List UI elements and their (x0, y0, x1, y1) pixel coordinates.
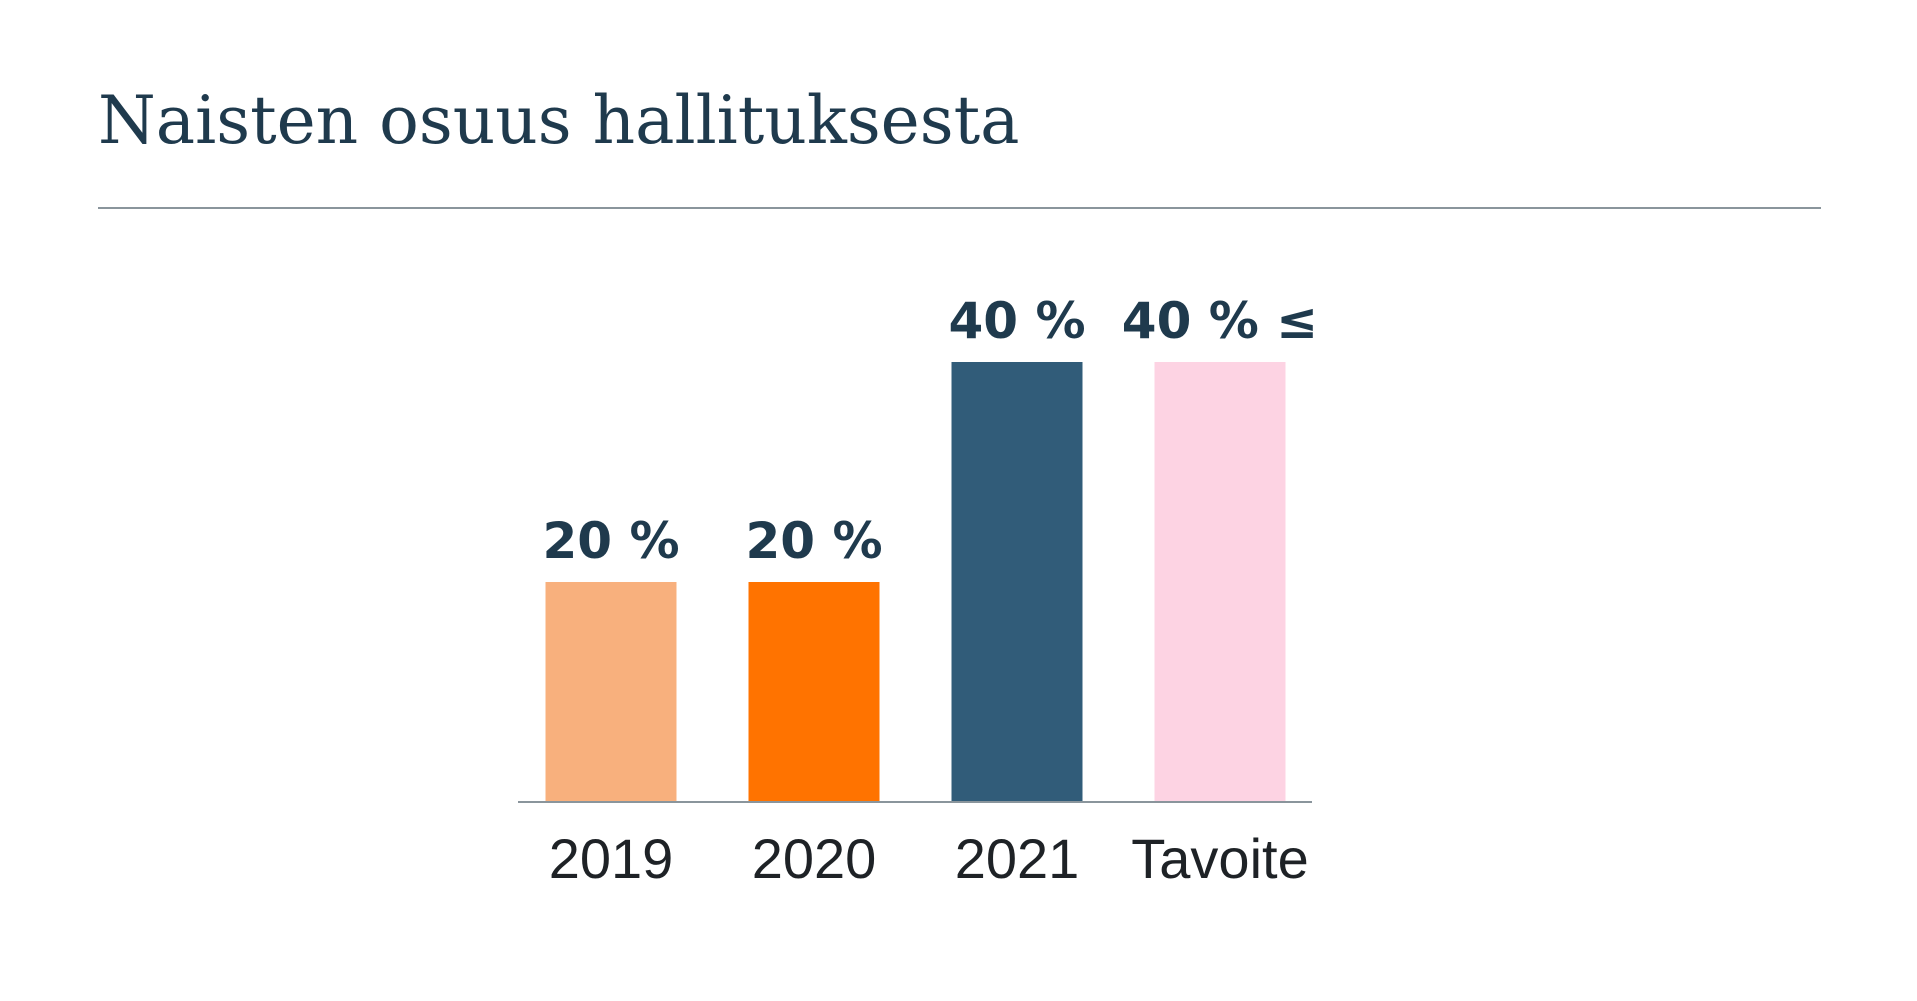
bar-2019 (545, 582, 677, 802)
chart-title: Naisten osuus hallituksesta (98, 82, 1020, 159)
bar-group (545, 362, 1286, 802)
x-tick-label-2019: 2019 (549, 827, 674, 890)
x-tick-label-2020: 2020 (752, 827, 877, 890)
x-tick-label-tavoite: Tavoite (1131, 827, 1308, 890)
value-label-2020: 20 % (745, 512, 882, 570)
bar-tavoite (1154, 362, 1286, 802)
bar-2020 (748, 582, 880, 802)
title-divider (98, 207, 1821, 209)
value-label-2019: 20 % (542, 512, 679, 570)
bar-2021 (951, 362, 1083, 802)
value-label-2021: 40 % (948, 292, 1085, 350)
value-label-tavoite: 40 % ≤ (1122, 292, 1318, 350)
value-label-group: 20 % 20 % 40 % 40 % ≤ (542, 292, 1318, 570)
x-tick-label-group: 2019 2020 2021 Tavoite (549, 827, 1309, 890)
x-tick-label-2021: 2021 (955, 827, 1080, 890)
